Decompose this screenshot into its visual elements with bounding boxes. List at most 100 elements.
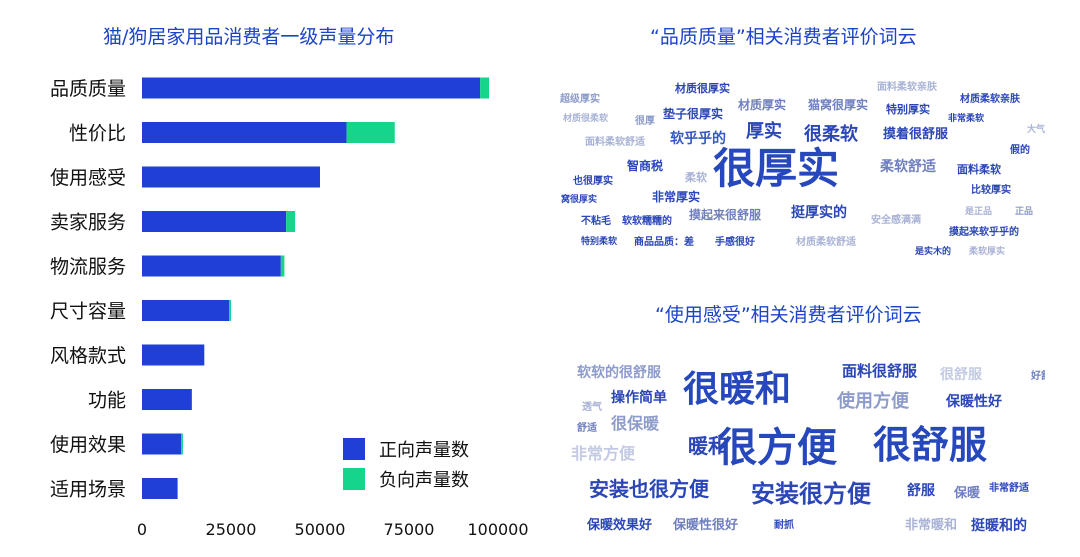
word-cloud-word: 安装也很方便 [589,477,709,501]
word-cloud-word: 很厚实 [713,144,840,193]
category-label: 品质质量 [50,78,126,100]
word-cloud-word: 软软的很舒服 [577,365,661,381]
word-cloud-word: 保暖性很好 [673,518,739,533]
word-cloud-word: 软软糯糯的 [622,216,672,227]
word-cloud-word: 很暖和 [683,369,792,410]
word-cloud-word: 也很厚实 [573,176,613,187]
word-cloud-2-title: “使用感受”相关消费者评价词云 [655,304,922,326]
word-cloud-word: 非常舒适 [989,483,1029,494]
word-cloud-word: 垫子很厚实 [663,107,724,121]
word-cloud-word: 很舒服 [940,367,982,383]
word-cloud-word: 柔软舒适 [880,159,936,175]
legend-negative-swatch [343,468,365,490]
category-label: 性价比 [69,123,126,145]
word-cloud-1-title: “品质质量”相关消费者评价词云 [650,26,917,48]
word-cloud-word: 手感很好 [715,237,755,248]
word-cloud-word: 面料柔软 [957,163,1001,176]
word-cloud-word: 非常方便 [571,444,636,463]
word-cloud-word: 安全感满满 [871,215,921,226]
category-label: 卖家服务 [50,212,126,234]
word-cloud-word: 智商税 [627,159,664,173]
word-cloud-word: 很方便 [717,425,837,471]
bar-positive [142,166,320,188]
word-cloud-word: 很柔软 [804,124,858,145]
bar-positive [142,433,182,455]
bar-chart-panel: 猫/狗居家用品消费者一级声量分布 品质质量 性价比 使用感受 卖家服务 物流服务 尺寸容量… [50,26,529,539]
word-cloud-word: 比较厚实 [971,185,1011,196]
word-cloud-word: 材质很柔软 [563,114,609,124]
bar-negative [480,77,490,99]
word-cloud-word: 是正品 [965,207,993,217]
word-cloud-word: 柔软 [685,171,707,184]
word-cloud-word: 材质柔软舒适 [796,237,856,248]
word-cloud-word: 猫窝很厚实 [808,98,869,112]
word-cloud-word: 面料柔软舒适 [585,137,645,148]
legend-positive-label: 正向声量数 [379,440,469,461]
bar-negative [229,300,231,321]
category-label: 物流服务 [50,256,126,278]
word-cloud-word: 材质很厚实 [675,82,730,95]
word-cloud-word: 摸起来很舒服 [689,208,762,222]
word-cloud-word: 很舒服 [873,423,988,467]
word-cloud-word: 面料柔软亲肤 [877,82,937,93]
word-cloud-word: 柔软厚实 [969,247,1006,257]
word-cloud-word: 保暖 [954,486,981,501]
bar-positive [142,211,287,232]
word-cloud-word: 软乎乎的 [670,131,726,147]
category-label: 功能 [88,390,126,412]
legend-negative-label: 负向声量数 [379,470,469,491]
word-cloud-word: 很厚 [635,116,655,127]
word-cloud-word: 透气 [582,402,602,413]
bar-positive [142,344,205,366]
word-cloud-word: 不粘毛 [581,216,611,227]
category-label: 使用感受 [50,167,126,189]
bar-negative [181,433,183,455]
bar-positive [142,255,281,277]
word-cloud-word: 非常暖和 [905,518,958,533]
word-cloud-word: 正品 [1015,207,1034,217]
word-cloud-word: 挺暖和的 [971,518,1027,534]
x-tick-label: 100000 [467,520,528,539]
word-cloud-word: 大气 [1027,125,1046,135]
word-cloud-word: 摸着很舒服 [883,127,949,142]
x-tick-label: 75000 [384,520,435,539]
x-tick-label: 0 [137,520,147,539]
word-cloud-word: 面料很舒服 [842,362,918,380]
word-cloud-word: 厚实 [746,121,782,142]
word-cloud-word: 挺厚实的 [791,205,847,221]
word-cloud-word: 材质柔软亲肤 [960,94,1020,105]
word-cloud-word: 商品品质：差 [634,237,694,248]
word-cloud-word: 窝很厚实 [561,195,598,205]
bar-negative [346,122,395,143]
word-cloud-word: 很保暖 [611,414,660,433]
bar-positive [142,122,347,143]
word-cloud-word: 舒服 [907,483,935,499]
legend-positive-swatch [343,438,365,460]
word-cloud-word: 操作简单 [611,390,667,406]
bar-positive [142,389,192,410]
word-cloud-word: 特别柔软 [581,237,618,247]
word-cloud-word: 暖和 [688,434,728,458]
bar-chart-title: 猫/狗居家用品消费者一级声量分布 [103,26,395,48]
word-cloud-word: 特别厚实 [886,103,930,116]
x-tick-label: 25000 [206,520,257,539]
word-cloud-word: 非常柔软 [948,114,985,124]
word-cloud-word: 保暖性好 [946,394,1002,410]
word-cloud-word: 材质厚实 [738,98,787,112]
word-cloud-1: 材质很厚实 面料柔软亲肤超级厚实垫子很厚实 材质厚实 猫窝很厚实 特别厚实 材质柔软亲肤材… [555,80,1055,270]
bar-positive [142,478,178,499]
category-label: 使用效果 [50,434,126,456]
legend-negative: 负向声量数 [343,466,469,492]
x-tick-label: 50000 [295,520,346,539]
word-cloud-2: 软软的很舒服面料很舒服很舒服好舒服很暖和操作简单使用方便保暖性好透气很保暖舒适暖… [565,358,1045,548]
word-cloud-word: 耐抓 [774,520,794,531]
category-label: 风格款式 [50,345,126,367]
word-cloud-word: 非常厚实 [652,190,701,204]
bar-positive [142,300,230,321]
word-cloud-word: 好舒服 [1031,371,1045,382]
legend-positive: 正向声量数 [343,436,469,462]
word-cloud-word: 保暖效果好 [587,518,653,533]
word-cloud-word: 超级厚实 [560,94,600,105]
word-cloud-word: 是实木的 [915,247,952,257]
